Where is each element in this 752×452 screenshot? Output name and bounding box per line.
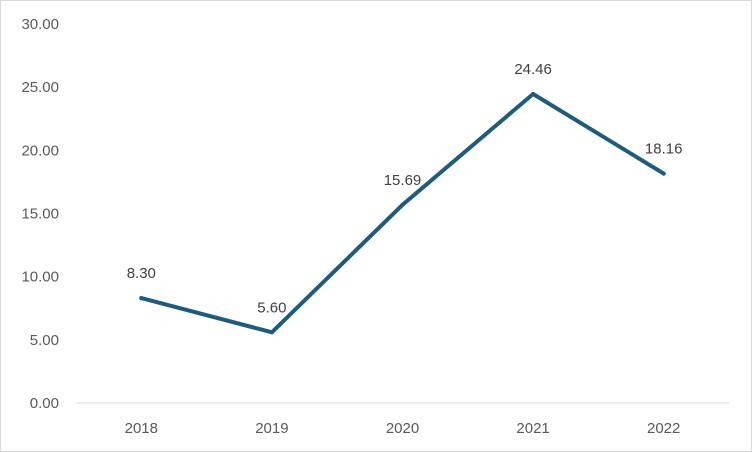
y-tick-label: 30.00	[21, 16, 59, 33]
data-label: 18.16	[645, 141, 683, 158]
data-label: 8.30	[127, 265, 156, 282]
data-point	[139, 296, 144, 301]
x-tick-label: 2021	[516, 420, 549, 437]
data-label: 24.46	[514, 61, 552, 78]
data-point	[661, 171, 666, 176]
x-tick-label: 2019	[255, 420, 288, 437]
data-point	[400, 202, 405, 207]
y-axis-ticks: 0.00 5.00 10.00 15.00 20.00 25.00 30.00	[21, 16, 59, 412]
y-tick-label: 25.00	[21, 79, 59, 96]
data-point	[531, 91, 536, 96]
x-axis-ticks: 2018 2019 2020 2021 2022	[125, 420, 681, 437]
series-line	[139, 92, 666, 335]
data-point	[269, 330, 274, 335]
y-tick-label: 15.00	[21, 206, 59, 223]
x-tick-label: 2022	[647, 420, 680, 437]
y-tick-label: 20.00	[21, 142, 59, 159]
y-tick-label: 5.00	[30, 332, 59, 349]
y-tick-label: 0.00	[30, 395, 59, 412]
y-tick-label: 10.00	[21, 269, 59, 286]
data-label: 15.69	[384, 172, 422, 189]
x-tick-label: 2020	[386, 420, 419, 437]
data-label: 5.60	[257, 299, 286, 316]
x-tick-label: 2018	[125, 420, 158, 437]
data-labels: 8.30 5.60 15.69 24.46 18.16	[127, 61, 683, 316]
